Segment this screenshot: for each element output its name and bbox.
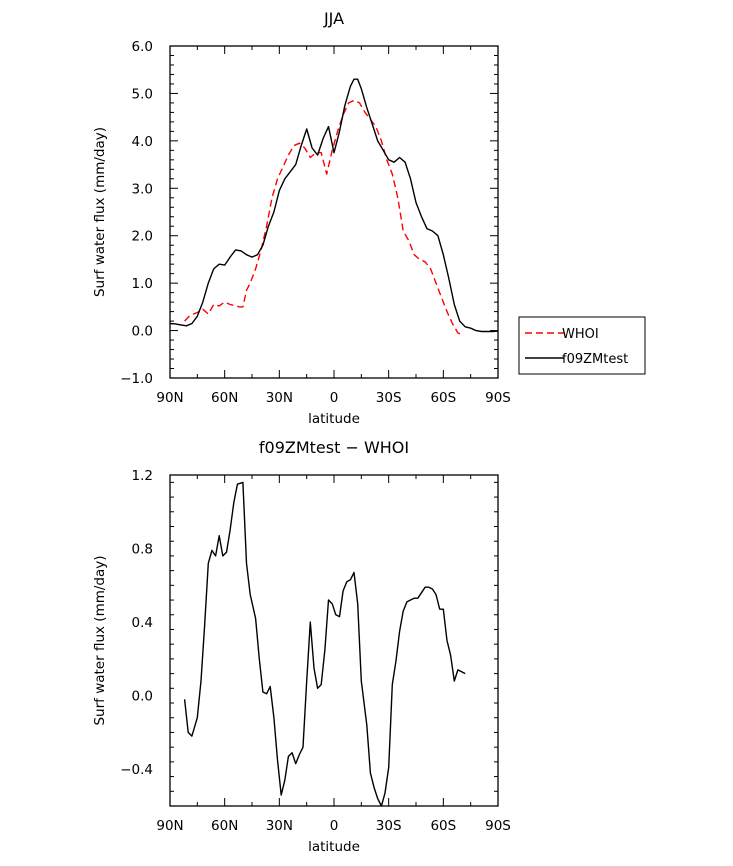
x-tick-label: 30S xyxy=(376,818,402,834)
legend: WHOI f09ZMtest xyxy=(518,316,646,375)
series-line-whoi xyxy=(184,99,464,336)
x-tick-label: 0 xyxy=(330,390,339,406)
x-tick-label: 60S xyxy=(430,818,456,834)
y-tick-label: 5.0 xyxy=(132,86,153,102)
x-axis-title: latitude xyxy=(308,839,360,855)
chart-panel-2: f09ZMtest − WHOI 90N 60N 30N 0 30S 60S 90S −0.4 0… xyxy=(92,438,511,855)
legend-label-f09zmtest: f09ZMtest xyxy=(562,352,628,367)
y-tick-label: 6.0 xyxy=(132,39,153,55)
chart-panel-1: JJA 90N 60N 30N 0 30S 60S 90S −1.0 0.0 1.0 2.0 3.0 4.… xyxy=(92,9,646,427)
x-tick-label: 60N xyxy=(211,390,238,406)
chart-title: f09ZMtest − WHOI xyxy=(259,438,409,457)
y-tick-label: 0.0 xyxy=(132,324,153,340)
y-axis-title: Surf water flux (mm/day) xyxy=(92,127,108,297)
x-tick-label: 30S xyxy=(376,390,402,406)
legend-box xyxy=(518,316,646,375)
x-tick-label: 90S xyxy=(485,818,511,834)
chart-title: JJA xyxy=(323,9,344,28)
x-tick-label: 30N xyxy=(266,818,293,834)
y-tick-label: 3.0 xyxy=(132,181,153,197)
x-axis-title: latitude xyxy=(308,411,360,427)
y-tick-label: 1.2 xyxy=(132,468,153,484)
x-tick-label: 60S xyxy=(430,390,456,406)
series-line-f09zmtest xyxy=(169,78,499,333)
y-tick-label: −0.4 xyxy=(120,762,153,778)
y-tick-label: 0.0 xyxy=(132,689,153,705)
x-tick-label: 0 xyxy=(330,818,339,834)
plot-frame xyxy=(169,474,499,807)
y-tick-label: 4.0 xyxy=(132,134,153,150)
x-tick-label: 90N xyxy=(156,390,183,406)
series-line-difference xyxy=(183,481,466,807)
y-tick-label: −1.0 xyxy=(120,371,153,387)
x-tick-label: 60N xyxy=(211,818,238,834)
x-tick-label: 90S xyxy=(485,390,511,406)
x-tick-label: 30N xyxy=(266,390,293,406)
plot-frame xyxy=(169,45,499,379)
y-tick-label: 0.4 xyxy=(132,615,153,631)
x-tick-label: 90N xyxy=(156,818,183,834)
y-axis-title: Surf water flux (mm/day) xyxy=(92,555,108,725)
y-tick-label: 0.8 xyxy=(132,542,153,558)
y-tick-label: 1.0 xyxy=(132,276,153,292)
legend-label-whoi: WHOI xyxy=(562,327,599,342)
y-tick-label: 2.0 xyxy=(132,229,153,245)
